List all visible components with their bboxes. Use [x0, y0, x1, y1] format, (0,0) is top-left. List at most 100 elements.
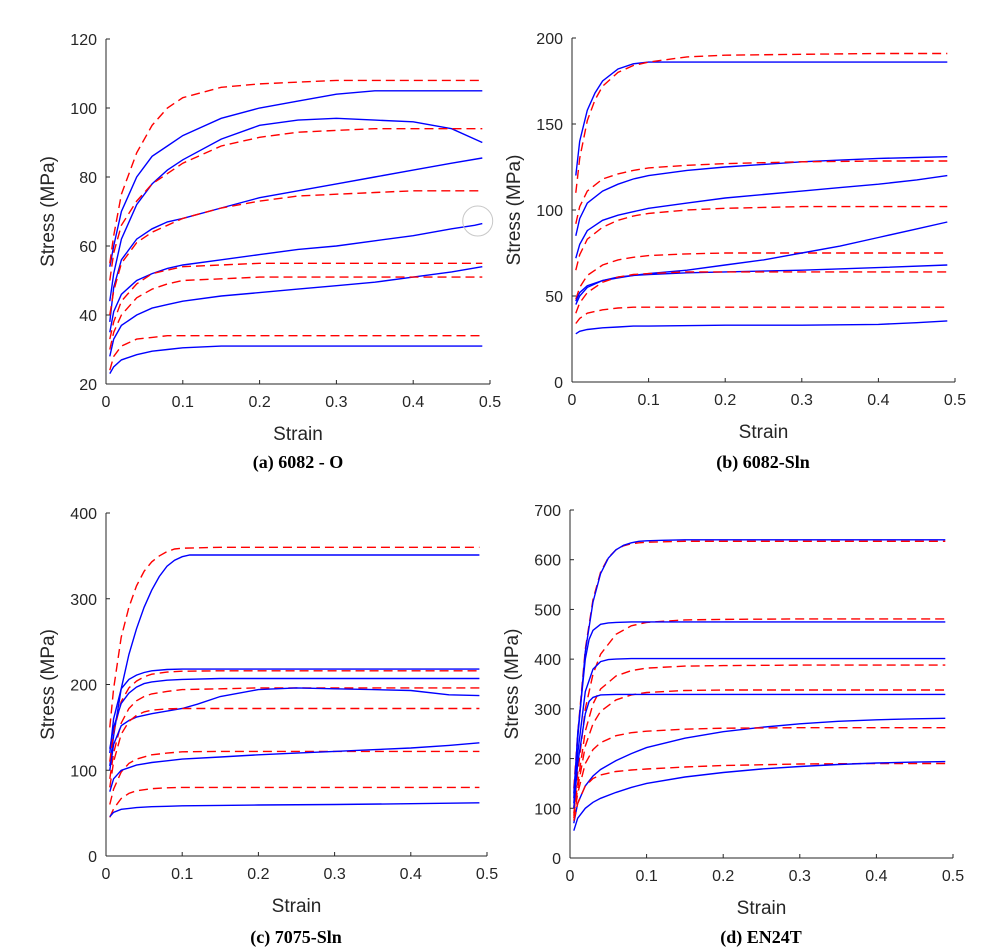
- fit-curve-10: [573, 727, 946, 819]
- panel-caption: (d) EN24T: [720, 927, 802, 948]
- y-tick-label: 300: [70, 592, 97, 609]
- measured-curve-3: [575, 156, 948, 236]
- x-tick-label: 0.4: [867, 392, 889, 409]
- fit-curve-6: [109, 190, 483, 316]
- y-axis-label: Stress (MPa): [504, 155, 525, 266]
- fit-curve-11: [575, 306, 948, 324]
- y-tick-label: 100: [536, 203, 563, 220]
- y-tick-label: 300: [534, 702, 561, 719]
- y-tick-label: 40: [79, 308, 97, 325]
- x-tick-label: 0.2: [247, 866, 269, 883]
- fit-curve-2: [575, 52, 948, 193]
- fit-curve-4: [109, 127, 483, 281]
- measured-curve-9: [573, 717, 946, 824]
- measured-curve-5: [575, 174, 948, 259]
- x-tick-label: 0.4: [865, 868, 887, 885]
- measured-curve-7: [109, 687, 480, 771]
- measured-curve-5: [573, 657, 946, 804]
- measured-curve-1: [109, 90, 483, 267]
- measured-curve-9: [575, 264, 948, 305]
- fit-curve-10: [109, 276, 483, 350]
- x-axis-label: Strain: [272, 896, 322, 917]
- fit-curve-3: [573, 618, 946, 809]
- x-tick-label: 0.5: [479, 394, 501, 411]
- x-axis-label: Strain: [739, 422, 789, 443]
- y-tick-label: 150: [536, 117, 563, 134]
- x-tick-label: 0.4: [400, 866, 422, 883]
- x-axis-label: Strain: [737, 898, 787, 919]
- x-tick-label: 0.3: [323, 866, 345, 883]
- fit-curve-7: [573, 689, 946, 816]
- panel-caption: (c) 7075-Sln: [250, 927, 342, 948]
- fit-curve-6: [575, 205, 948, 271]
- x-axis-label: Strain: [273, 424, 323, 445]
- y-tick-label: 200: [534, 752, 561, 769]
- fit-curve-11: [109, 335, 483, 371]
- x-tick-label: 0: [568, 392, 577, 409]
- x-tick-label: 0.1: [172, 394, 194, 411]
- measured-curve-12: [575, 320, 948, 335]
- x-tick-label: 0.2: [712, 868, 734, 885]
- x-tick-label: 0.3: [789, 868, 811, 885]
- y-tick-label: 20: [79, 377, 97, 394]
- fit-curve-2: [109, 79, 483, 264]
- y-tick-label: 600: [534, 553, 561, 570]
- x-tick-label: 0: [102, 394, 111, 411]
- fit-curve-9: [109, 750, 480, 805]
- fit-curve-6: [573, 664, 946, 814]
- measured-curve-4: [573, 621, 946, 799]
- cursor-circle-icon: [462, 205, 494, 237]
- y-tick-label: 500: [534, 602, 561, 619]
- measured-curve-7: [109, 222, 483, 333]
- y-axis-label: Stress (MPa): [502, 629, 523, 740]
- measured-curve-3: [109, 117, 483, 302]
- measured-curve-8: [573, 693, 946, 809]
- x-tick-label: 0.5: [942, 868, 964, 885]
- x-tick-label: 0.2: [714, 392, 736, 409]
- y-tick-label: 700: [534, 503, 561, 520]
- measured-curve-1: [575, 61, 948, 176]
- chart-panel-3: 0 0.1 0.2 0.3 0.4 0.5 0 100 200 300 400 Strain Stres…: [38, 506, 498, 948]
- measured-curve-2: [573, 539, 946, 794]
- y-tick-label: 100: [534, 801, 561, 818]
- measured-curve-10: [109, 742, 480, 792]
- x-tick-label: 0.2: [248, 394, 270, 411]
- y-tick-label: 0: [552, 851, 561, 868]
- y-tick-label: 60: [79, 239, 97, 256]
- x-tick-label: 0.3: [325, 394, 347, 411]
- x-tick-label: 0.5: [476, 866, 498, 883]
- x-tick-label: 0.1: [637, 392, 659, 409]
- y-tick-label: 80: [79, 170, 97, 187]
- y-tick-label: 200: [70, 678, 97, 695]
- y-tick-label: 400: [70, 506, 97, 523]
- y-tick-label: 0: [88, 849, 97, 866]
- y-tick-label: 0: [554, 375, 563, 392]
- fit-curve-10: [575, 271, 948, 314]
- fit-curve-8: [109, 262, 483, 340]
- fit-curve-11: [573, 762, 946, 821]
- y-tick-label: 100: [70, 101, 97, 118]
- fit-curve-4: [575, 160, 948, 224]
- measured-curve-5: [109, 157, 483, 322]
- fit-curve-1: [109, 546, 480, 728]
- fit-curve-7: [575, 252, 948, 300]
- x-tick-label: 0.1: [635, 868, 657, 885]
- measured-curve-8: [575, 221, 948, 302]
- y-axis-label: Stress (MPa): [38, 629, 59, 740]
- y-tick-label: 50: [545, 289, 563, 306]
- panel-caption: (b) 6082-Sln: [716, 452, 810, 473]
- measured-curve-12: [573, 760, 946, 831]
- measured-curve-12: [109, 345, 483, 374]
- x-tick-label: 0.5: [944, 392, 966, 409]
- chart-panel-4: 0 0.1 0.2 0.3 0.4 0.5 0 100 200 300 400 500 600 700 St…: [502, 503, 964, 948]
- panel-caption: (a) 6082 - O: [253, 452, 343, 473]
- measured-curve-5: [109, 677, 480, 749]
- fit-curve-8: [109, 707, 480, 788]
- y-tick-label: 120: [70, 32, 97, 49]
- chart-panel-2: 0 0.1 0.2 0.3 0.4 0.5 0 50 100 150 200 Strain Stress…: [504, 31, 966, 473]
- x-tick-label: 0.3: [791, 392, 813, 409]
- measured-curve-3: [109, 668, 480, 754]
- measured-curve-12: [109, 802, 480, 818]
- fit-curve-6: [109, 687, 480, 779]
